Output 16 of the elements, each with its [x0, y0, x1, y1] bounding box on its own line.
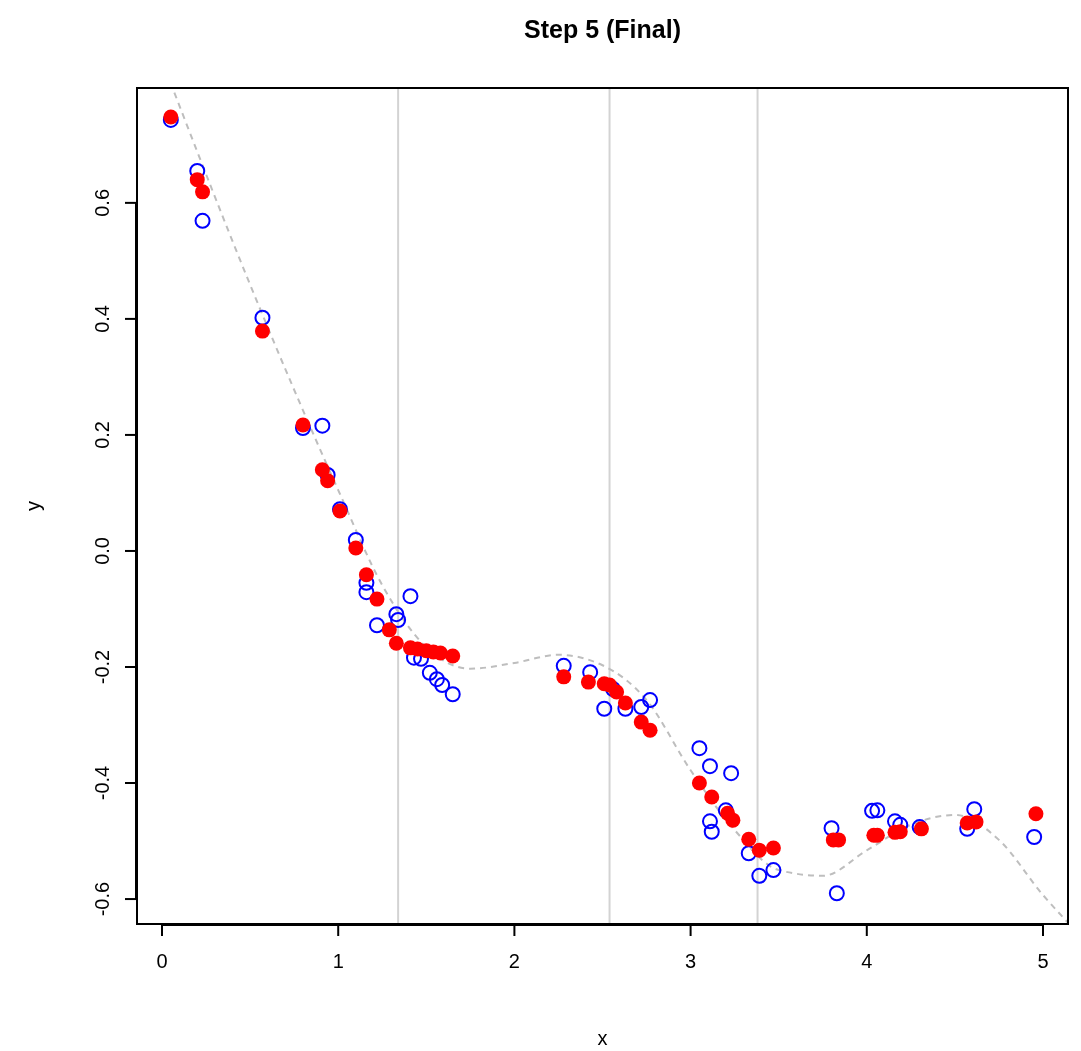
- x-tick-label: 0: [156, 950, 168, 972]
- x-axis-title: x: [597, 1027, 608, 1049]
- y-tick-label: -0.6: [91, 881, 113, 917]
- y-tick-label: -0.4: [91, 765, 113, 801]
- x-tick-label: 2: [508, 950, 520, 972]
- x-tick-label: 4: [861, 950, 873, 972]
- y-tick-label: 0.4: [91, 304, 113, 333]
- chart-title: Step 5 (Final): [524, 15, 681, 43]
- x-tick-label: 5: [1037, 950, 1049, 972]
- y-tick-label: 0.6: [91, 188, 113, 217]
- x-tick-label: 3: [685, 950, 697, 972]
- x-tick-label: 1: [332, 950, 344, 972]
- y-tick-label: 0.0: [91, 537, 113, 565]
- y-axis-title: y: [22, 501, 44, 511]
- y-tick-label: 0.2: [91, 421, 113, 449]
- y-tick-label: -0.2: [91, 649, 113, 685]
